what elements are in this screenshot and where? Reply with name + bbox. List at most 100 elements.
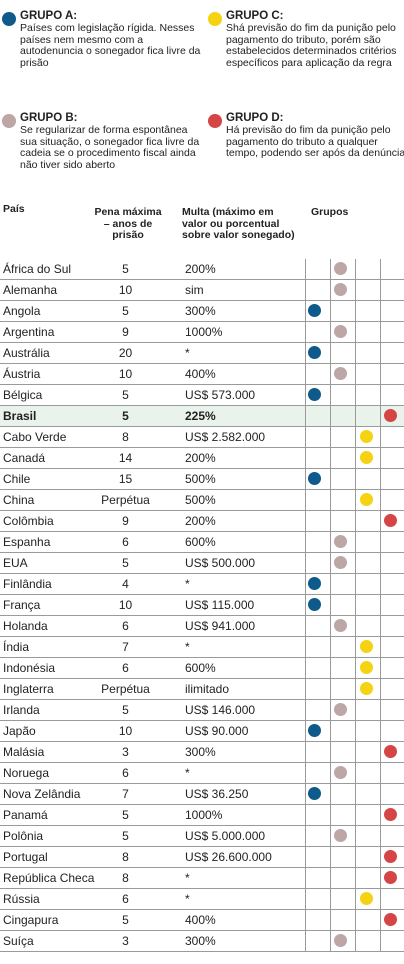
group-a-dot-icon: [308, 304, 321, 317]
row-country: Austrália: [3, 346, 50, 360]
table-row: Indonésia 6 600%: [0, 658, 404, 679]
row-country: Noruega: [3, 766, 50, 780]
row-fine: US$ 146.000: [185, 703, 256, 717]
legend-group-c-text: Shá previsão do fim da punição pelo paga…: [226, 22, 397, 69]
table-row: Colômbia 9 200%: [0, 511, 404, 532]
table-row: EUA 5 US$ 500.000: [0, 553, 404, 574]
group-d-dot-icon: [384, 409, 397, 422]
row-country: Japão: [3, 724, 36, 738]
row-fine: *: [185, 640, 190, 654]
row-country: EUA: [3, 556, 28, 570]
table-row: China Perpétua 500%: [0, 490, 404, 511]
row-country: Suíça: [3, 934, 34, 948]
row-fine: US$ 573.000: [185, 388, 256, 402]
row-country: Polônia: [3, 829, 44, 843]
row-country: Irlanda: [3, 703, 40, 717]
row-years: 5: [122, 829, 129, 843]
table-row: Holanda 6 US$ 941.000: [0, 616, 404, 637]
row-country: Inglaterra: [3, 682, 54, 696]
row-fine: 500%: [185, 493, 216, 507]
row-country: Finlândia: [3, 577, 52, 591]
group-c-dot-icon: [360, 640, 373, 653]
legend-group-d-title: GRUPO D:: [226, 112, 284, 124]
row-fine: US$ 941.000: [185, 619, 256, 633]
group-a-dot-icon: [308, 787, 321, 800]
row-country: Portugal: [3, 850, 48, 864]
row-fine: US$ 2.582.000: [185, 430, 266, 444]
legend-group-a-text: Países com legislação rígida. Nesses paí…: [20, 22, 201, 69]
table-row: Áustria 10 400%: [0, 364, 404, 385]
row-fine: US$ 36.250: [185, 787, 249, 801]
group-c-dot-icon: [360, 892, 373, 905]
group-d-dot-icon: [384, 913, 397, 926]
row-fine: 200%: [185, 451, 216, 465]
table-row: Panamá 5 1000%: [0, 805, 404, 826]
row-years: 10: [118, 724, 133, 738]
row-years: 8: [122, 430, 129, 444]
table-row: Japão 10 US$ 90.000: [0, 721, 404, 742]
row-years: Perpétua: [101, 682, 150, 696]
row-years: 5: [122, 388, 129, 402]
group-b-dot-icon: [334, 367, 347, 380]
row-fine: 500%: [185, 472, 216, 486]
table-row: Cabo Verde 8 US$ 2.582.000: [0, 427, 404, 448]
row-fine: US$ 500.000: [185, 556, 256, 570]
table-row: Canadá 14 200%: [0, 448, 404, 469]
group-c-dot-icon: [360, 430, 373, 443]
table-row: África do Sul 5 200%: [0, 259, 404, 280]
row-country: Áustria: [3, 367, 41, 381]
row-years: 7: [122, 787, 129, 801]
legend-group-c-title: GRUPO C:: [226, 10, 284, 22]
table-row: Argentina 9 1000%: [0, 322, 404, 343]
row-fine: 600%: [185, 661, 216, 675]
table-row: França 10 US$ 115.000: [0, 595, 404, 616]
row-years: 10: [118, 367, 133, 381]
row-fine: 300%: [185, 745, 216, 759]
row-years: 20: [118, 346, 133, 360]
row-fine: 225%: [185, 409, 216, 423]
table-row: Noruega 6 *: [0, 763, 404, 784]
row-years: 9: [122, 325, 129, 339]
legend-group-d-text: Há previsão do fim da punição pelo pagam…: [226, 124, 404, 160]
row-years: 7: [122, 640, 129, 654]
group-a-dot-icon: [308, 577, 321, 590]
row-years: 10: [118, 598, 133, 612]
row-years: 6: [122, 766, 129, 780]
table-row: Bélgica 5 US$ 573.000: [0, 385, 404, 406]
row-country: Panamá: [3, 808, 48, 822]
table-row: Índia 7 *: [0, 637, 404, 658]
group-c-dot-icon: [360, 451, 373, 464]
group-b-dot-icon: [334, 829, 347, 842]
table-row: Finlândia 4 *: [0, 574, 404, 595]
table-row: Brasil 5 225%: [0, 406, 404, 427]
row-country: África do Sul: [3, 262, 72, 276]
row-fine: 300%: [185, 304, 216, 318]
row-years: 3: [122, 934, 129, 948]
row-years: 5: [122, 808, 129, 822]
row-country: Cabo Verde: [3, 430, 67, 444]
header-groups: Grupos: [311, 206, 349, 218]
row-country: Holanda: [3, 619, 48, 633]
row-years: 5: [122, 304, 129, 318]
table-row: Suíça 3 300%: [0, 931, 404, 952]
row-fine: *: [185, 577, 190, 591]
row-fine: 300%: [185, 934, 216, 948]
row-years: 5: [122, 913, 129, 927]
row-years: 8: [122, 850, 129, 864]
table-row: Nova Zelândia 7 US$ 36.250: [0, 784, 404, 805]
table-row: Espanha 6 600%: [0, 532, 404, 553]
group-b-dot-icon: [334, 283, 347, 296]
row-fine: 1000%: [185, 325, 223, 339]
group-c-dot-icon: [208, 12, 222, 26]
legend-group-b-title: GRUPO B:: [20, 112, 78, 124]
row-years: 6: [122, 892, 129, 906]
table-row: Polônia 5 US$ 5.000.000: [0, 826, 404, 847]
groups-divider-d: [380, 259, 381, 952]
group-d-dot-icon: [384, 850, 397, 863]
row-country: Alemanha: [3, 283, 58, 297]
group-a-dot-icon: [308, 724, 321, 737]
row-country: Colômbia: [3, 514, 54, 528]
group-a-dot-icon: [308, 472, 321, 485]
row-fine: *: [185, 346, 190, 360]
row-years: 3: [122, 745, 129, 759]
